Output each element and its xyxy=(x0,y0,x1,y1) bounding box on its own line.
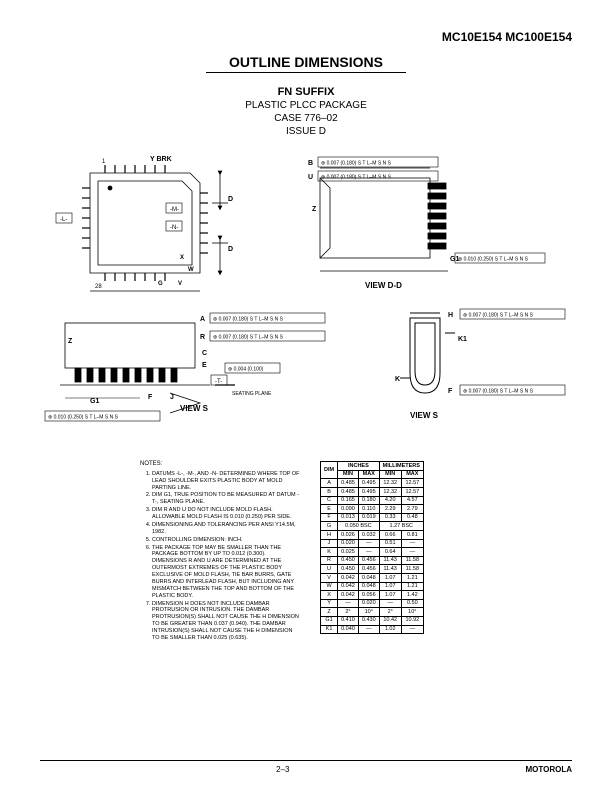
svg-text:⊕ 0.007 (0.180) S T L–M S N S: ⊕ 0.007 (0.180) S T L–M S N S xyxy=(213,335,284,341)
diagram-area: Y BRK D D -L- -M- -N- V W 28 1 X G xyxy=(40,153,572,453)
svg-text:Z: Z xyxy=(312,206,317,213)
notes-list: DATUMS -L-, -M-, AND -N- DETERMINED WHER… xyxy=(140,471,300,642)
svg-text:⊕ 0.007 (0.180) S T L–M S N S: ⊕ 0.007 (0.180) S T L–M S N S xyxy=(463,389,534,395)
svg-text:⊕ 0.010 (0.250) S T L–M S N S: ⊕ 0.010 (0.250) S T L–M S N S xyxy=(458,257,529,263)
svg-text:28: 28 xyxy=(95,284,102,290)
svg-text:H: H xyxy=(448,312,453,319)
page: MC10E154 MC100E154 OUTLINE DIMENSIONS FN… xyxy=(0,0,612,792)
svg-text:G1: G1 xyxy=(90,398,99,405)
svg-text:1: 1 xyxy=(102,159,106,165)
package-header: FN SUFFIX PLASTIC PLCC PACKAGE CASE 776–… xyxy=(40,85,572,138)
table-row: X0.0420.0561.071.42 xyxy=(321,591,424,600)
page-footer: 2–3 MOTOROLA xyxy=(40,760,572,774)
table-row: E0.0900.1102.292.79 xyxy=(321,505,424,514)
note-item: CONTROLLING DIMENSION: INCH. xyxy=(152,537,300,544)
table-row: K0.025—0.64— xyxy=(321,548,424,557)
svg-text:⊕ 0.007 (0.180) S T L–M S N S: ⊕ 0.007 (0.180) S T L–M S N S xyxy=(213,317,284,323)
table-row: R0.4500.45611.4311.58 xyxy=(321,556,424,565)
svg-text:B: B xyxy=(308,160,313,167)
table-row: J0.020—0.51— xyxy=(321,539,424,548)
svg-text:F: F xyxy=(448,388,453,395)
diagram-view-dd: B ⊕ 0.007 (0.180) S T L–M S N S U ⊕ 0.00… xyxy=(300,153,550,298)
svg-text:⊕ 0.004 (0.100): ⊕ 0.004 (0.100) xyxy=(228,367,264,373)
pkg-line2: CASE 776–02 xyxy=(40,112,572,125)
pkg-line3: ISSUE D xyxy=(40,125,572,138)
table-row: K10.040—1.02— xyxy=(321,625,424,634)
table-row: A0.4850.49512.3212.57 xyxy=(321,479,424,488)
svg-text:C: C xyxy=(202,350,207,357)
note-item: DATUMS -L-, -M-, AND -N- DETERMINED WHER… xyxy=(152,471,300,492)
bottom-section: NOTES: DATUMS -L-, -M-, AND -N- DETERMIN… xyxy=(40,461,572,643)
suffix-label: FN SUFFIX xyxy=(40,85,572,99)
table-row: Y—0.020—0.50 xyxy=(321,599,424,608)
diagram-side-s: Z A ⊕ 0.007 (0.180) S T L–M S N S R ⊕ 0.… xyxy=(40,303,330,443)
page-number: 2–3 xyxy=(40,765,525,774)
table-row: V0.0420.0481.071.21 xyxy=(321,574,424,583)
svg-text:⊕ 0.007 (0.180) S T L–M S N S: ⊕ 0.007 (0.180) S T L–M S N S xyxy=(321,161,392,167)
svg-text:⊕ 0.007 (0.180) S T L–M S N S: ⊕ 0.007 (0.180) S T L–M S N S xyxy=(463,313,534,319)
note-item: DIM R AND U DO NOT INCLUDE MOLD FLASH. A… xyxy=(152,507,300,521)
table-row: G10.4100.43010.4210.92 xyxy=(321,616,424,625)
notes-heading: NOTES: xyxy=(140,461,300,469)
table-row: C0.1650.1804.204.57 xyxy=(321,496,424,505)
svg-text:R: R xyxy=(200,334,205,341)
table-row: Z2°10°2°10° xyxy=(321,608,424,617)
footer-brand: MOTOROLA xyxy=(525,765,572,774)
svg-text:X: X xyxy=(180,255,184,261)
svg-text:SEATING PLANE: SEATING PLANE xyxy=(232,391,272,397)
svg-text:-M-: -M- xyxy=(170,207,179,213)
svg-text:D: D xyxy=(228,246,233,253)
svg-text:E: E xyxy=(202,362,207,369)
dimension-table-wrap: DIM INCHES MILLIMETERS MIN MAX MIN MAX A… xyxy=(320,461,424,643)
svg-text:⊕ 0.007 (0.180) S T L–M S N S: ⊕ 0.007 (0.180) S T L–M S N S xyxy=(321,175,392,181)
svg-text:VIEW S: VIEW S xyxy=(410,411,439,420)
notes-block: NOTES: DATUMS -L-, -M-, AND -N- DETERMIN… xyxy=(140,461,300,643)
svg-text:K1: K1 xyxy=(458,336,467,343)
dimension-table: DIM INCHES MILLIMETERS MIN MAX MIN MAX A… xyxy=(320,461,424,634)
svg-text:F: F xyxy=(148,394,153,401)
svg-text:-L-: -L- xyxy=(60,217,67,223)
svg-text:-T-: -T- xyxy=(215,379,222,385)
table-row: U0.4500.45611.4311.58 xyxy=(321,565,424,574)
ybrk-label: Y BRK xyxy=(150,156,172,163)
svg-text:A: A xyxy=(200,316,205,323)
svg-text:D: D xyxy=(228,196,233,203)
svg-text:W: W xyxy=(188,267,194,273)
table-row: F0.0130.0190.330.48 xyxy=(321,513,424,522)
svg-text:-N-: -N- xyxy=(170,225,178,231)
svg-text:Z: Z xyxy=(68,338,73,345)
section-title: OUTLINE DIMENSIONS xyxy=(206,54,406,73)
part-number: MC10E154 MC100E154 xyxy=(40,30,572,44)
table-row: G0.050 BSC1.27 BSC xyxy=(321,522,424,531)
view-dd-label: VIEW D-D xyxy=(365,281,402,290)
svg-text:U: U xyxy=(308,174,313,181)
diagram-top-view: Y BRK D D -L- -M- -N- V W 28 1 X G xyxy=(50,153,240,298)
note-item: DIM G1, TRUE POSITION TO BE MEASURED AT … xyxy=(152,492,300,506)
svg-text:⊕ 0.010 (0.250) S T L–M S N S: ⊕ 0.010 (0.250) S T L–M S N S xyxy=(48,415,119,421)
pkg-line1: PLASTIC PLCC PACKAGE xyxy=(40,99,572,112)
table-row: B0.4850.49512.3212.57 xyxy=(321,488,424,497)
table-row: W0.0420.0481.071.21 xyxy=(321,582,424,591)
note-item: THE PACKAGE TOP MAY BE SMALLER THAN THE … xyxy=(152,545,300,600)
note-item: DIMENSIONING AND TOLERANCING PER ANSI Y1… xyxy=(152,522,300,536)
svg-text:V: V xyxy=(178,281,182,287)
diagram-lead-detail: H ⊕ 0.007 (0.180) S T L–M S N S K1 K F ⊕… xyxy=(370,303,570,443)
svg-text:K: K xyxy=(395,376,400,383)
note-item: DIMENSION H DOES NOT INCLUDE DAMBAR PROT… xyxy=(152,601,300,642)
svg-text:G: G xyxy=(158,281,163,287)
svg-text:J: J xyxy=(170,394,174,401)
table-row: H0.0260.0320.660.81 xyxy=(321,531,424,540)
